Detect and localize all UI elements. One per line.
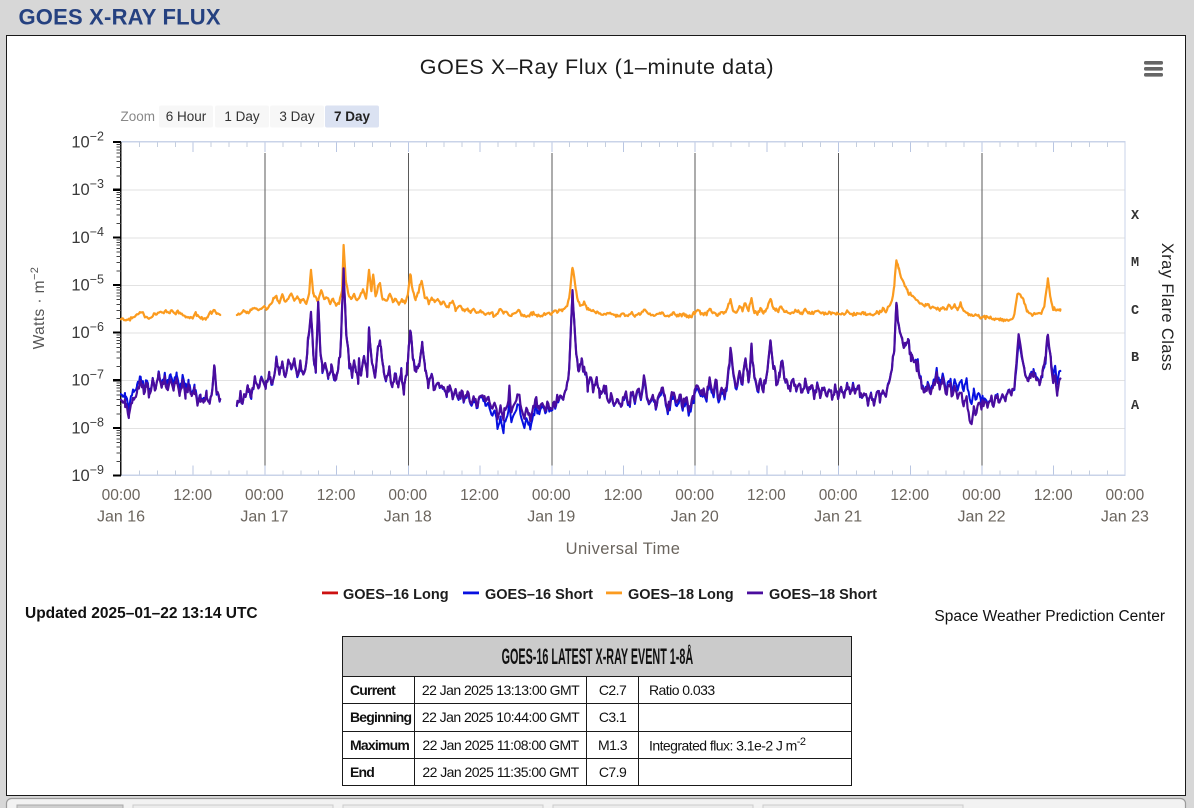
svg-text:12:00: 12:00 — [1034, 487, 1073, 504]
svg-text:GOES–18 Short: GOES–18 Short — [769, 587, 877, 603]
svg-text:12:00: 12:00 — [604, 487, 643, 504]
svg-text:GOES–16 Long: GOES–16 Long — [343, 587, 449, 603]
svg-text:Jan 20: Jan 20 — [671, 509, 719, 526]
svg-text:GOES X-RAY FLUX: GOES X-RAY FLUX — [19, 5, 221, 30]
svg-text:3 Day: 3 Day — [279, 109, 315, 124]
svg-text:X: X — [1131, 209, 1140, 224]
svg-text:00:00: 00:00 — [245, 487, 284, 504]
svg-text:00:00: 00:00 — [532, 487, 571, 504]
svg-text:12:00: 12:00 — [317, 487, 356, 504]
svg-text:Updated 2025–01–22 13:14 UTC: Updated 2025–01–22 13:14 UTC — [25, 605, 258, 622]
svg-text:Universal Time: Universal Time — [566, 540, 681, 558]
svg-text:00:00: 00:00 — [388, 487, 427, 504]
svg-text:Jan 21: Jan 21 — [814, 509, 862, 526]
svg-text:GOES–18 Long: GOES–18 Long — [628, 587, 734, 603]
svg-text:M: M — [1131, 256, 1139, 271]
svg-text:Jan 17: Jan 17 — [240, 509, 288, 526]
svg-text:Jan 22: Jan 22 — [957, 509, 1005, 526]
svg-text:GOES–16 Short: GOES–16 Short — [485, 587, 593, 603]
svg-text:Watts · m−2: Watts · m−2 — [29, 267, 48, 350]
svg-text:00:00: 00:00 — [962, 487, 1001, 504]
svg-text:B: B — [1131, 351, 1139, 366]
svg-text:Jan 18: Jan 18 — [384, 509, 432, 526]
svg-text:GOES X–Ray Flux (1–minute data: GOES X–Ray Flux (1–minute data) — [420, 55, 774, 79]
svg-text:Zoom: Zoom — [120, 109, 155, 124]
svg-text:00:00: 00:00 — [1106, 487, 1145, 504]
svg-text:A: A — [1131, 399, 1140, 414]
svg-text:12:00: 12:00 — [890, 487, 929, 504]
svg-text:1 Day: 1 Day — [224, 109, 260, 124]
svg-text:Jan 23: Jan 23 — [1101, 509, 1149, 526]
svg-text:7 Day: 7 Day — [334, 109, 371, 124]
svg-text:Space Weather Prediction Cente: Space Weather Prediction Center — [934, 608, 1165, 625]
svg-text:Xray Flare Class: Xray Flare Class — [1158, 243, 1176, 371]
svg-text:6 Hour: 6 Hour — [166, 109, 207, 124]
svg-text:00:00: 00:00 — [819, 487, 858, 504]
svg-text:12:00: 12:00 — [173, 487, 212, 504]
svg-text:Jan 16: Jan 16 — [97, 509, 145, 526]
svg-text:Jan 19: Jan 19 — [527, 509, 575, 526]
svg-text:00:00: 00:00 — [102, 487, 141, 504]
svg-text:12:00: 12:00 — [747, 487, 786, 504]
svg-text:12:00: 12:00 — [460, 487, 499, 504]
svg-text:C: C — [1131, 304, 1139, 319]
svg-text:00:00: 00:00 — [675, 487, 714, 504]
